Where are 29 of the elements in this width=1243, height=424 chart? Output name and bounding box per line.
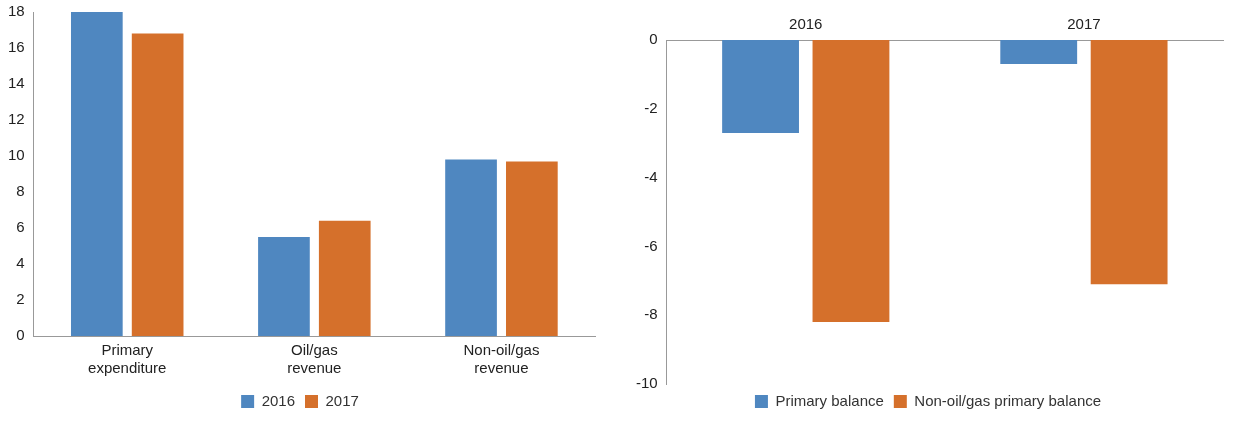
x-tick-label: Primary expenditure [88,341,167,377]
bar [506,161,558,336]
y-tick-label: 10 [8,146,25,164]
legend-label: Primary balance [775,391,884,409]
y-tick-label: 6 [16,218,25,236]
y-tick-label: -6 [644,236,658,254]
y-tick-label: 0 [16,326,25,344]
legend-label: 2016 [261,391,296,409]
y-tick-label: 16 [8,38,25,56]
x-tick-label: Non-oil/gas revenue [463,341,540,377]
legend-label: 2017 [325,391,359,409]
y-tick-label: -4 [644,167,658,185]
bar [318,220,371,336]
x-tick-label: Oil/gas revenue [287,341,342,377]
bar [70,12,123,336]
y-tick-label: 12 [8,110,25,128]
bar [258,237,310,336]
y-tick-label: -2 [644,98,658,116]
y-tick-label: 0 [649,30,658,48]
bar [445,159,497,336]
y-tick-label: -10 [635,374,658,392]
y-tick-label: 2 [16,290,25,308]
y-tick-label: -8 [644,305,658,323]
y-tick-label: 18 [8,2,25,20]
y-tick-label: 8 [16,182,25,200]
bar [131,33,184,336]
legend-label: Non-oil/gas primary balance [914,391,1102,409]
y-tick-label: 4 [16,254,25,272]
y-tick-label: 14 [8,74,25,92]
